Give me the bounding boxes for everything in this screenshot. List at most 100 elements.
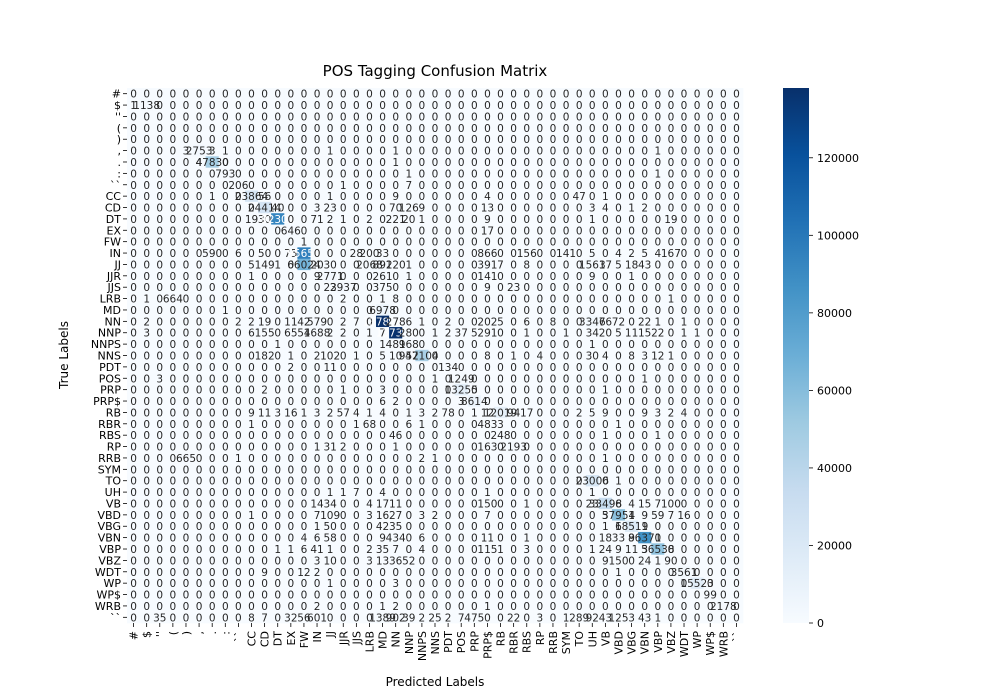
cell-value-label: 1	[327, 146, 334, 158]
heatmap-cell	[703, 383, 718, 396]
cell-value-label: 0	[707, 294, 714, 306]
cell-value-label: 0	[379, 100, 386, 112]
heatmap-cell	[336, 88, 351, 100]
heatmap-cell	[441, 349, 455, 362]
heatmap-cell	[231, 224, 246, 237]
heatmap-cell	[349, 361, 364, 373]
cell-value-label: 0	[301, 134, 308, 146]
heatmap-cell	[638, 201, 652, 214]
heatmap-cell	[336, 247, 351, 260]
heatmap-cell	[166, 383, 180, 396]
heatmap-cell	[192, 292, 206, 305]
cell-value-label: 0	[720, 351, 727, 363]
heatmap-cell	[441, 338, 455, 351]
cell-value-label: 0	[484, 453, 491, 465]
cell-value-label: 0	[327, 294, 334, 306]
cell-value-label: 0	[694, 248, 701, 260]
cell-value-label: 0	[602, 168, 609, 180]
cell-value-label: 0	[235, 111, 242, 123]
x-tick-label: MD	[377, 631, 390, 649]
cell-value-label: 1	[209, 191, 216, 203]
cell-value-label: 0	[261, 555, 268, 567]
cell-value-label: 36	[389, 555, 403, 567]
heatmap-cell	[284, 247, 298, 260]
cell-value-label: 0	[576, 498, 583, 510]
cell-value-label: 0	[366, 168, 373, 180]
cell-value-label: 0	[130, 248, 137, 260]
cell-value-label: 0	[589, 430, 596, 442]
heatmap-cell	[218, 156, 233, 168]
cell-value-label: 0	[183, 601, 190, 613]
heatmap-cell	[362, 315, 377, 328]
cell-value-label: 0	[274, 476, 281, 488]
cell-value-label: 0	[537, 373, 544, 385]
cell-value-label: 11	[258, 407, 271, 419]
heatmap-cell	[218, 201, 233, 214]
cell-value-label: 0	[497, 373, 504, 385]
heatmap-cell	[507, 144, 521, 157]
cell-value-label: 0	[209, 453, 216, 465]
cell-value-label: 1	[589, 487, 596, 499]
cell-value-label: 0	[445, 146, 452, 158]
cell-value-label: 0	[681, 305, 688, 317]
heatmap-cell	[376, 122, 390, 134]
heatmap-cell	[611, 156, 626, 168]
heatmap-cell	[493, 88, 508, 100]
heatmap-cell	[258, 156, 272, 168]
heatmap-cell	[336, 270, 351, 282]
heatmap-cell	[729, 383, 744, 396]
heatmap-cell	[127, 383, 141, 396]
cell-value-label: 0	[550, 134, 557, 146]
heatmap-cell	[625, 349, 639, 362]
cell-value-label: 2	[641, 203, 648, 215]
cell-value-label: 0	[353, 271, 360, 283]
heatmap-cell	[664, 156, 678, 168]
cell-value-label: 375	[373, 282, 393, 294]
cell-value-label: 0	[156, 316, 163, 328]
cell-value-label: 1	[589, 339, 596, 351]
heatmap-cell	[310, 213, 324, 225]
heatmap-cell	[546, 235, 560, 248]
heatmap-cell	[258, 235, 272, 248]
cell-value-label: 280	[399, 328, 419, 340]
heatmap-cell	[192, 383, 206, 396]
cell-value-label: 0	[720, 328, 727, 340]
heatmap-cell	[192, 88, 206, 100]
heatmap-cell	[651, 349, 665, 362]
heatmap-cell	[559, 372, 573, 385]
cell-value-label: 0	[209, 225, 216, 237]
cell-value-label: 0	[471, 237, 478, 249]
cell-value-label: 0	[628, 567, 635, 579]
cell-value-label: 0	[170, 134, 177, 146]
cell-value-label: 0	[353, 396, 360, 408]
cell-value-label: 3	[497, 419, 504, 431]
cell-value-label: 0	[668, 442, 675, 454]
heatmap-cell	[127, 235, 141, 248]
cell-value-label: 9	[484, 214, 491, 226]
cell-value-label: 0	[130, 180, 137, 192]
cell-value-label: 6	[379, 396, 386, 408]
heatmap-cell	[638, 167, 652, 180]
cell-value-label: 0	[720, 134, 727, 146]
heatmap-cell	[271, 179, 285, 191]
cell-value-label: 0	[301, 157, 308, 169]
heatmap-cell	[310, 372, 324, 385]
cell-value-label: 0	[366, 487, 373, 499]
cell-value-label: 0	[720, 521, 727, 533]
cell-value-label: 0	[615, 396, 622, 408]
cell-value-label: 0	[261, 601, 268, 613]
heatmap-cell	[598, 133, 613, 146]
heatmap-cell	[389, 133, 403, 146]
cell-value-label: 0	[183, 351, 190, 363]
cell-value-label: 0	[641, 590, 648, 602]
heatmap-cell	[546, 99, 560, 112]
cell-value-label: 0	[314, 396, 321, 408]
cell-value-label: 0	[353, 442, 360, 454]
heatmap-cell	[192, 304, 206, 316]
cell-value-label: 0	[366, 396, 373, 408]
cell-value-label: 0	[432, 555, 439, 567]
heatmap-cell	[428, 133, 442, 146]
cell-value-label: 1	[641, 521, 648, 533]
cell-value-label: 0	[681, 351, 688, 363]
cell-value-label: 0	[235, 100, 242, 112]
